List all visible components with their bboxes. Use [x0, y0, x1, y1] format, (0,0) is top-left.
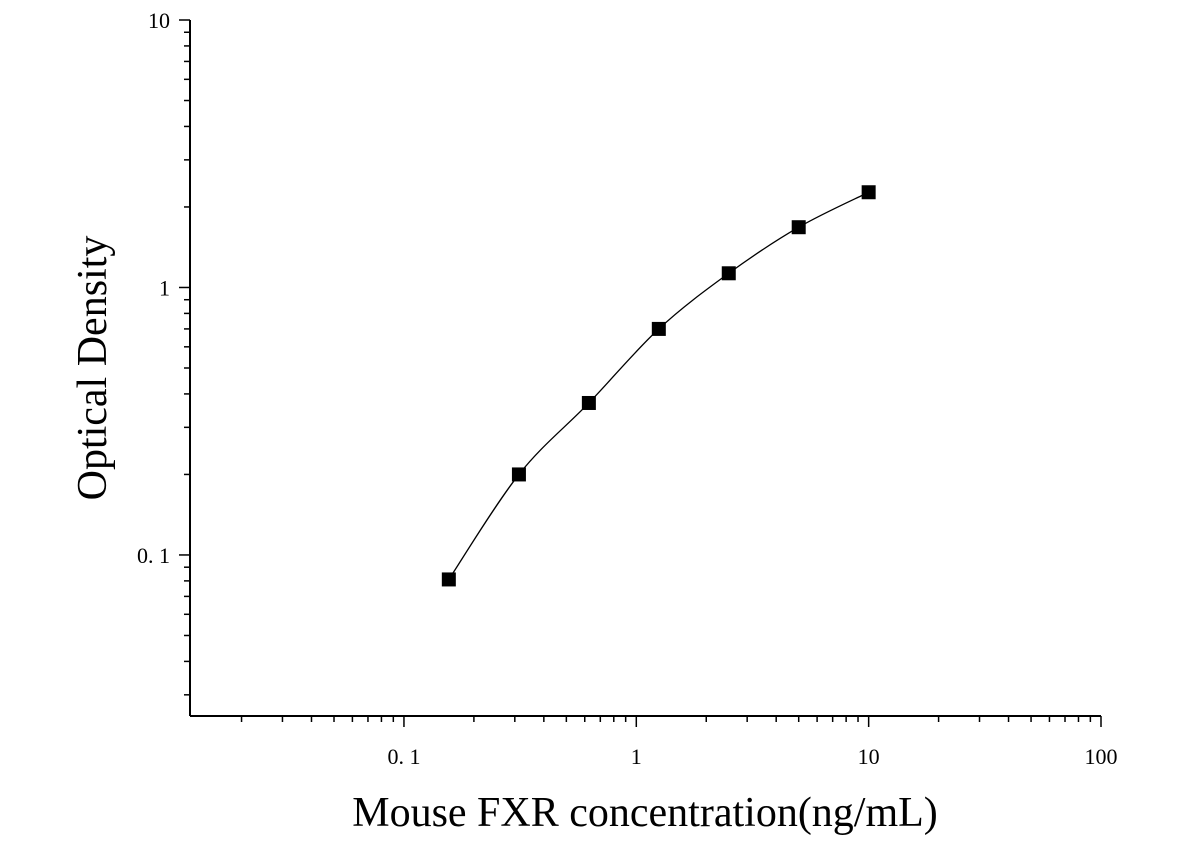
- x-tick-label: 1: [631, 744, 642, 769]
- y-tick-label: 0. 1: [137, 543, 170, 568]
- x-axis-title: Mouse FXR concentration(ng/mL): [352, 790, 938, 836]
- markers: [441, 185, 876, 587]
- data-point-marker: [791, 220, 806, 235]
- data-point-marker: [511, 467, 526, 482]
- data-point-marker: [651, 321, 666, 336]
- data-point-marker: [721, 266, 736, 281]
- y-axis-title: Optical Density: [70, 236, 116, 501]
- ticks: [179, 19, 1102, 727]
- curve-layer: [448, 191, 869, 580]
- data-point-marker: [441, 572, 456, 587]
- x-tick-label: 0. 1: [387, 744, 420, 769]
- data-point-marker: [861, 185, 876, 200]
- axes: [189, 20, 1101, 717]
- y-tick-label: 10: [148, 8, 170, 33]
- y-tick-label: 1: [159, 275, 170, 300]
- x-tick-label: 10: [858, 744, 880, 769]
- fit-curve: [448, 191, 869, 580]
- data-point-marker: [581, 395, 596, 410]
- x-tick-label: 100: [1085, 744, 1118, 769]
- tick-labels: 0. 1 1 10 100 0. 1 1 10: [137, 8, 1118, 769]
